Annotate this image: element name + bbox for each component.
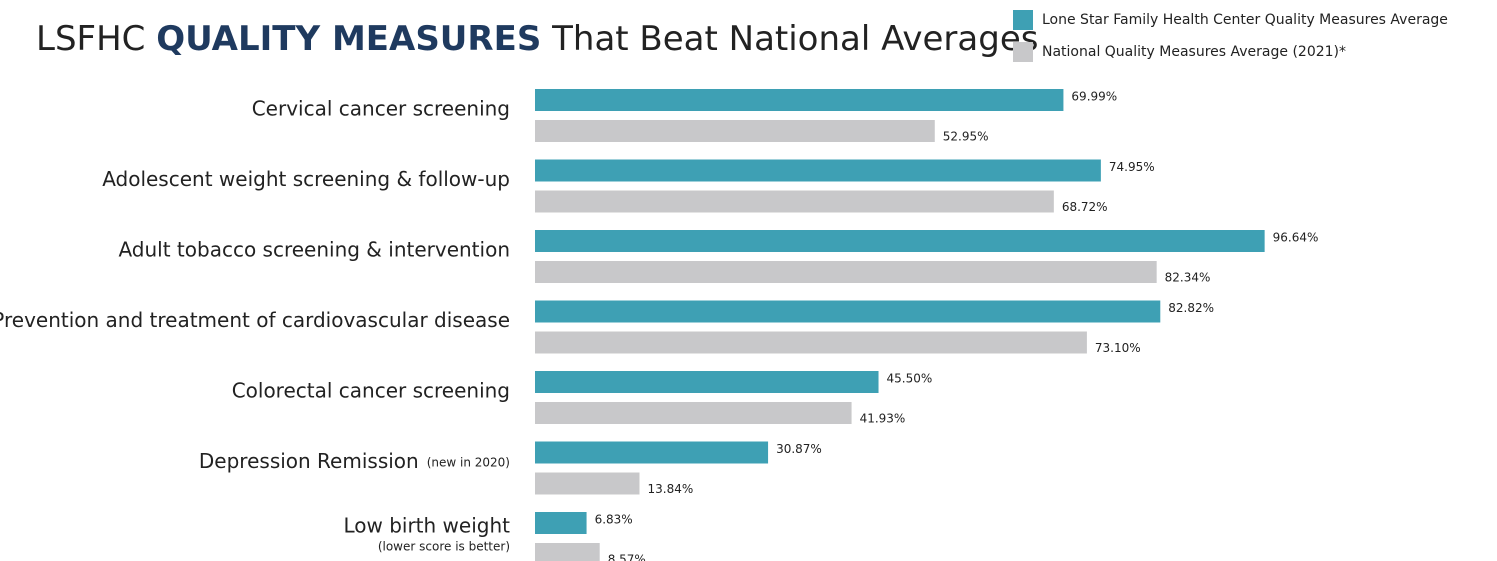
category-note: (lower score is better) — [378, 540, 510, 554]
value-label: 73.10% — [1095, 341, 1141, 355]
title-prefix: LSFHC — [36, 19, 145, 59]
value-label: 68.72% — [1062, 200, 1108, 214]
bar — [535, 543, 600, 561]
value-label: 96.64% — [1273, 231, 1319, 245]
bar — [535, 120, 935, 142]
value-label: 8.57% — [608, 553, 646, 561]
category-label: Adolescent weight screening & follow-up — [102, 167, 510, 191]
value-label: 74.95% — [1109, 160, 1155, 174]
value-label: 13.84% — [647, 482, 693, 496]
category-label: Depression Remission (new in 2020) — [199, 449, 510, 473]
bar — [535, 261, 1157, 283]
bar — [535, 441, 769, 464]
bar — [535, 402, 852, 424]
chart-title: LSFHC QUALITY MEASURES That Beat Nationa… — [36, 19, 1038, 59]
title-highlight: QUALITY MEASURES — [156, 19, 541, 59]
bar — [535, 512, 587, 534]
value-label: 82.34% — [1165, 271, 1211, 285]
bar — [535, 331, 1087, 354]
value-label: 30.87% — [776, 442, 822, 456]
legend-swatch — [1013, 10, 1033, 30]
legend-swatch — [1013, 42, 1033, 62]
category-label: Low birth weight — [343, 514, 510, 538]
legend-label: Lone Star Family Health Center Quality M… — [1042, 12, 1448, 28]
bar — [535, 371, 879, 393]
bar — [535, 190, 1054, 213]
value-label: 82.82% — [1168, 301, 1214, 315]
value-label: 69.99% — [1071, 90, 1117, 104]
category-note: (new in 2020) — [427, 455, 510, 469]
bar — [535, 230, 1265, 252]
value-label: 45.50% — [887, 372, 933, 386]
category-label: Adult tobacco screening & intervention — [118, 238, 510, 262]
bar — [535, 89, 1064, 111]
value-label: 52.95% — [943, 130, 989, 144]
category-label: Cervical cancer screening — [252, 97, 510, 121]
bar — [535, 159, 1101, 182]
bar — [535, 300, 1161, 323]
bar — [535, 472, 640, 495]
value-label: 41.93% — [860, 412, 906, 426]
category-label: Prevention and treatment of cardiovascul… — [0, 308, 510, 332]
value-label: 6.83% — [595, 513, 633, 527]
title-suffix: That Beat National Averages — [551, 19, 1038, 59]
legend-label: National Quality Measures Average (2021)… — [1042, 44, 1346, 60]
category-label: Colorectal cancer screening — [232, 379, 510, 403]
